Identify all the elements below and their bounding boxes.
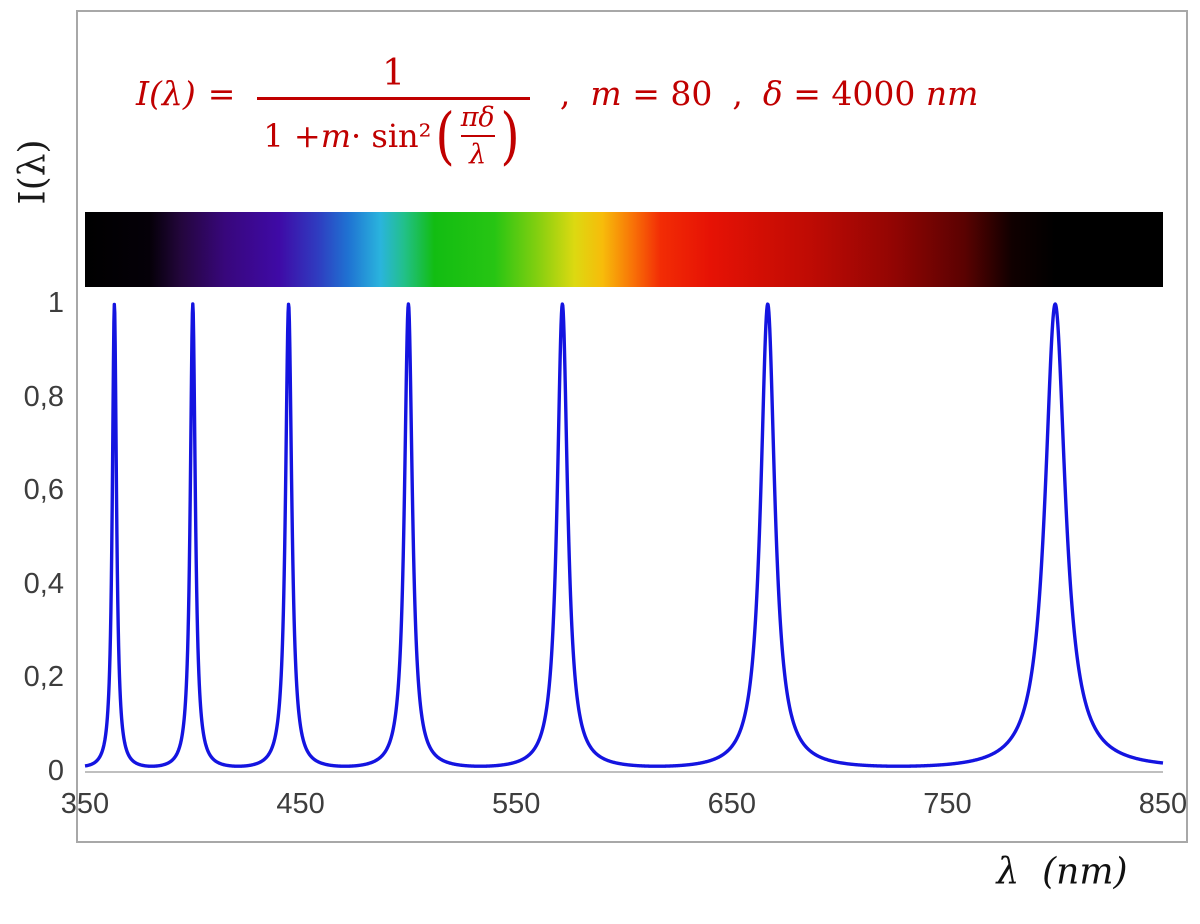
- inner-fraction: πδ λ: [460, 101, 495, 170]
- y-tick-label-0: 0: [47, 755, 64, 787]
- formula-equals: =: [207, 73, 236, 113]
- formula-comma-1: ,: [559, 73, 571, 113]
- spectrum-bar: [85, 212, 1163, 287]
- open-paren: (: [435, 98, 456, 172]
- chart-frame: I(λ) = 1 1 + m · sin² ( πδ λ ) , m = 80 …: [61, 10, 1188, 843]
- x-tick-label-750: 750: [923, 788, 972, 820]
- formula-comma-2: ,: [732, 73, 743, 113]
- y-tick-label-0,2: 0,2: [23, 661, 64, 694]
- formula-lhs: I(λ): [136, 73, 196, 113]
- den-sin-squared: · sin²: [351, 116, 432, 155]
- x-tick-label-350: 350: [60, 788, 110, 820]
- x-tick-label-650: 650: [707, 788, 756, 820]
- y-axis-ticks: 0 0,2 0,4 0,6 0,8 1: [0, 0, 64, 924]
- formula-m-equation: m = 80: [590, 73, 713, 113]
- y-tick-label-0,6: 0,6: [23, 474, 64, 507]
- y-tick-label-1: 1: [47, 287, 64, 319]
- inner-fraction-bar: [460, 134, 495, 137]
- fraction-bar: [257, 96, 530, 100]
- close-paren: ): [500, 98, 520, 172]
- x-tick-label-550: 550: [491, 788, 541, 820]
- formula-fraction: 1 1 + m · sin² ( πδ λ ): [257, 54, 530, 170]
- x-tick-label-450: 450: [276, 788, 325, 820]
- intensity-curve: [83, 302, 1165, 768]
- y-axis-title: I(λ): [13, 139, 54, 204]
- intensity-plot: [83, 302, 1165, 773]
- formula: I(λ) = 1 1 + m · sin² ( πδ λ ) , m = 80 …: [136, 34, 978, 190]
- x-tick-label-850: 850: [1138, 788, 1188, 820]
- y-tick-label-0,4: 0,4: [23, 567, 64, 600]
- inner-numerator: πδ: [460, 101, 495, 133]
- den-m: m: [320, 116, 352, 155]
- formula-delta-equation: δ = 4000 nm: [762, 73, 979, 113]
- x-axis-ticks: 350 450 550 650 750 850: [61, 788, 1187, 824]
- y-tick-label-0,8: 0,8: [23, 380, 64, 413]
- x-axis-title: λ (nm): [996, 851, 1128, 893]
- formula-denominator: 1 + m · sin² ( πδ λ ): [257, 102, 530, 170]
- den-one-plus: 1 +: [263, 116, 321, 155]
- inner-denominator: λ: [469, 138, 487, 170]
- y-axis-title-text: I(λ): [12, 139, 54, 205]
- formula-numerator: 1: [382, 53, 406, 95]
